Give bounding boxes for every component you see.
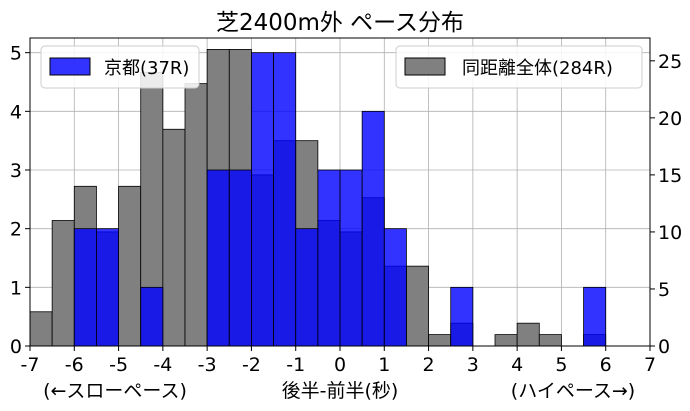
x-tick-label: 3: [467, 354, 479, 376]
blue-bar: [73, 228, 97, 347]
blue-bar: [251, 52, 274, 347]
x-axis-label-fast: (ハイペース→): [511, 380, 635, 402]
x-tick-label: -5: [109, 354, 128, 376]
right-y-tick-label: 20: [658, 108, 682, 130]
x-tick-label: -6: [65, 354, 84, 376]
legend-kyoto-swatch: [49, 57, 91, 76]
x-tick-label: -2: [242, 354, 261, 376]
x-tick-label: 5: [555, 354, 567, 376]
gray-bar: [406, 265, 429, 347]
gray-bar: [538, 334, 562, 347]
gray-bar: [184, 83, 208, 347]
blue-bar: [317, 169, 341, 347]
left-y-axis-ticks: 0 1 2 3 4 5: [10, 43, 30, 358]
x-tick-label: -1: [286, 354, 305, 376]
legend-overall-swatch: [404, 57, 446, 76]
gray-bar: [118, 185, 142, 347]
x-tick-label: 2: [423, 354, 435, 376]
x-tick-label: 4: [511, 354, 523, 376]
right-y-tick-label: 15: [658, 165, 682, 187]
gray-bar: [516, 322, 540, 347]
blue-bar: [206, 169, 230, 347]
gray-bar: [162, 128, 186, 347]
kyoto-series-bars: [73, 52, 607, 347]
blue-bar: [295, 228, 319, 347]
left-y-tick-label: 0: [10, 336, 22, 358]
x-tick-label: 7: [644, 354, 656, 376]
right-y-tick-label: 10: [658, 222, 682, 244]
right-y-tick-label: 0: [658, 336, 670, 358]
x-axis-label-slow: (←スローペース): [43, 380, 187, 402]
legend-kyoto-label: 京都(37R): [104, 58, 189, 79]
x-tick-label: -4: [153, 354, 172, 376]
left-y-tick-label: 2: [10, 219, 22, 241]
right-y-tick-label: 5: [658, 279, 670, 301]
chart-title: 芝2400m外 ペース分布: [216, 10, 464, 36]
legend-kyoto: 京都(37R): [40, 45, 200, 89]
blue-bar: [339, 169, 363, 347]
left-y-tick-label: 3: [10, 160, 22, 182]
blue-bar: [450, 286, 474, 347]
left-y-tick-label: 4: [10, 101, 22, 123]
left-y-tick-label: 5: [10, 43, 22, 65]
gray-bar: [494, 334, 518, 347]
legend-overall-label: 同距離全体(284R): [462, 58, 613, 79]
blue-bar: [96, 228, 119, 347]
right-y-axis-ticks: 0 5 10 15 20 25: [650, 51, 682, 358]
blue-bar: [228, 169, 252, 347]
blue-bar: [273, 52, 297, 347]
gray-bar: [428, 334, 452, 347]
x-tick-label: -3: [198, 354, 217, 376]
x-axis-ticks: -7 -6 -5 -4 -3 -2 -1 0 1 2 3 4 5 6 7: [21, 346, 656, 376]
gray-bar: [51, 220, 75, 347]
left-y-tick-label: 1: [10, 277, 22, 299]
right-y-tick-label: 25: [658, 51, 682, 73]
x-tick-label: 6: [600, 354, 612, 376]
blue-bar: [361, 110, 385, 347]
blue-bar: [583, 286, 607, 347]
x-tick-label: 0: [334, 354, 346, 376]
gray-bar: [29, 311, 53, 347]
blue-bar: [140, 286, 164, 347]
x-tick-label: 1: [378, 354, 390, 376]
legend-overall: 同距離全体(284R): [395, 45, 643, 89]
x-axis-label: 後半-前半(秒): [282, 380, 399, 402]
x-tick-label: -7: [21, 354, 40, 376]
blue-bar: [383, 228, 407, 347]
